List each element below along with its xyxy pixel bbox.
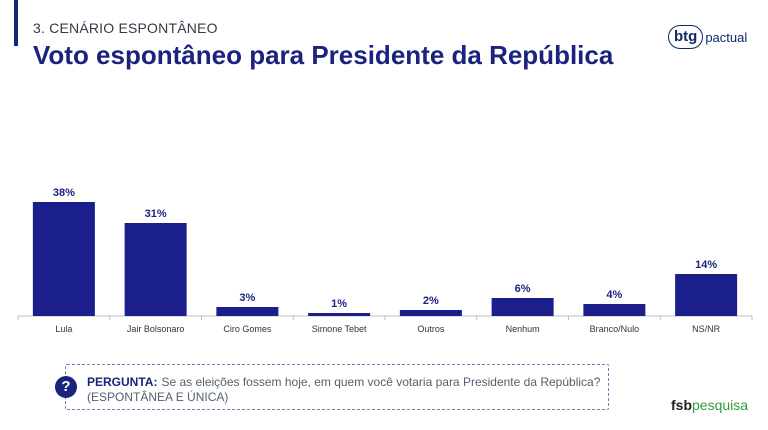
bar (399, 310, 462, 316)
question-line: PERGUNTA: Se as eleições fossem hoje, em … (87, 375, 600, 389)
x-tick-label: Simone Tebet (312, 324, 367, 334)
x-tick-label: Nenhum (506, 324, 540, 334)
bar (675, 274, 738, 316)
btg-logo-word: pactual (705, 29, 748, 45)
x-tick-label: Ciro Gomes (223, 324, 272, 334)
btg-logo-mark: btg (668, 25, 704, 49)
x-tick-label: Jair Bolsonaro (127, 324, 185, 334)
fsb-logo-b: pesquisa (692, 397, 749, 413)
fsb-pesquisa-logo: fsbpesquisa (671, 397, 748, 413)
question-note: (ESPONTÂNEA E ÚNICA) (87, 390, 229, 404)
question-mark-icon: ? (55, 376, 77, 398)
page-title: Voto espontâneo para Presidente da Repúb… (33, 40, 614, 70)
data-label: 14% (695, 259, 717, 271)
accent-bar (14, 0, 18, 46)
data-label: 6% (515, 283, 531, 295)
x-tick-label: Outros (417, 324, 445, 334)
btg-pactual-logo: btg pactual (668, 23, 747, 51)
bar (32, 202, 95, 316)
data-label: 1% (331, 298, 347, 310)
data-label: 38% (53, 187, 75, 199)
data-label: 31% (145, 208, 167, 220)
bar (491, 298, 554, 316)
data-label: 2% (423, 295, 439, 307)
data-label: 4% (606, 289, 622, 301)
bar (124, 223, 187, 316)
bar (583, 304, 646, 316)
fsb-logo-a: fsb (671, 397, 692, 413)
section-kicker: 3. CENÁRIO ESPONTÂNEO (33, 20, 218, 36)
question-label: PERGUNTA: (87, 375, 158, 389)
x-tick-label: NS/NR (692, 324, 721, 334)
bar (308, 313, 371, 316)
data-label: 3% (239, 292, 255, 304)
x-tick-label: Lula (55, 324, 72, 334)
x-tick-label: Branco/Nulo (590, 324, 640, 334)
question-text: Se as eleições fossem hoje, em quem você… (161, 375, 601, 389)
bar (216, 307, 279, 316)
